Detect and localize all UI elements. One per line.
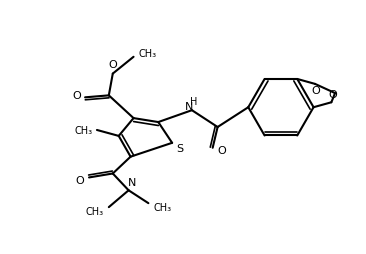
Text: CH₃: CH₃ — [153, 203, 171, 213]
Text: S: S — [176, 144, 184, 154]
Text: CH₃: CH₃ — [74, 126, 92, 136]
Text: H: H — [190, 97, 198, 107]
Text: O: O — [76, 176, 85, 186]
Text: N: N — [185, 102, 193, 112]
Text: N: N — [127, 178, 136, 188]
Text: O: O — [217, 146, 226, 156]
Text: O: O — [73, 91, 82, 101]
Text: O: O — [312, 86, 320, 96]
Text: CH₃: CH₃ — [138, 49, 156, 59]
Text: CH₃: CH₃ — [86, 207, 104, 217]
Text: O: O — [328, 90, 337, 100]
Text: O: O — [108, 60, 117, 70]
